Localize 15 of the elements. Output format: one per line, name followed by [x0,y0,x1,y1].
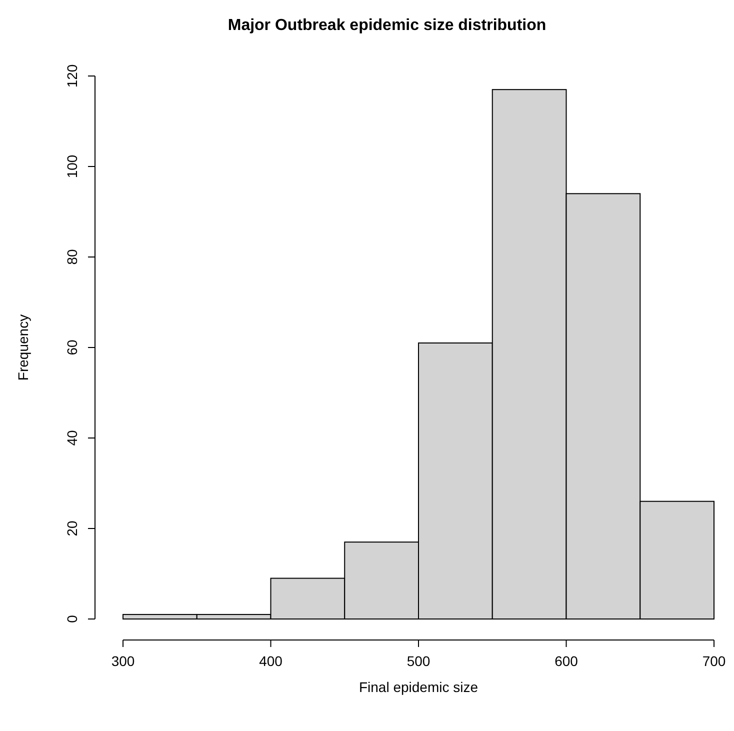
y-tick-label: 40 [64,430,80,446]
y-tick-label: 120 [64,64,80,88]
x-tick-label: 500 [406,653,430,669]
y-tick-label: 0 [64,614,80,623]
y-axis-title: Frequency [15,314,31,381]
chart-title: Major Outbreak epidemic size distribution [228,17,546,34]
y-tick-label: 80 [64,249,80,265]
x-tick-label: 300 [111,653,135,669]
y-tick-label: 100 [64,154,80,178]
x-tick-label: 700 [702,653,726,669]
x-axis-title: Final epidemic size [358,679,478,695]
y-tick-label: 20 [64,520,80,536]
y-tick-label: 60 [64,340,80,356]
x-tick-label: 400 [259,653,283,669]
x-tick-label: 600 [554,653,578,669]
